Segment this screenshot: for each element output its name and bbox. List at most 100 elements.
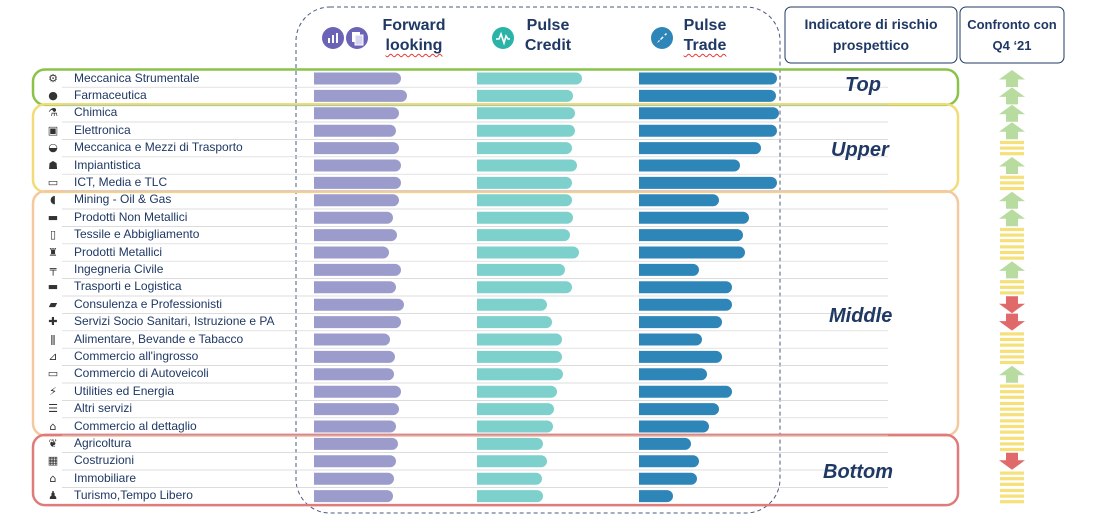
sector-label: Utilities ed Energia <box>74 383 175 398</box>
neutral-stripe <box>1000 442 1024 446</box>
bar-pulse-trade <box>639 176 777 189</box>
neutral-stripe <box>1000 500 1024 504</box>
chip-icon: ▣ <box>47 123 59 137</box>
bar-pulse-credit <box>477 472 542 485</box>
bar-pulse-trade <box>639 142 761 155</box>
bar-pulse-credit <box>477 124 575 137</box>
sector-label: Alimentare, Bevande e Tabacco <box>74 331 244 346</box>
bar-forward-looking <box>314 316 401 329</box>
group-label-middle: Middle <box>829 305 893 327</box>
arrow-up-icon <box>999 191 1025 209</box>
pulse-wave-icon <box>492 27 514 49</box>
bar-pulse-trade <box>639 281 732 294</box>
group-label-top: Top <box>845 74 881 96</box>
bar-forward-looking <box>314 368 395 381</box>
sector-label: Turismo,Tempo Libero <box>74 488 193 503</box>
building-icon: ▦ <box>47 454 59 468</box>
bar-pulse-trade <box>639 159 740 172</box>
sector-label: Prodotti Metallici <box>74 244 163 259</box>
bar-forward-looking <box>314 263 401 276</box>
sector-label: Chimica <box>74 105 118 120</box>
bar-pulse-trade <box>639 385 732 398</box>
neutral-stripe <box>1000 395 1024 399</box>
neutral-stripe <box>1000 233 1024 237</box>
trolley-icon: ⊿ <box>48 349 58 363</box>
sector-label: Elettronica <box>74 122 131 137</box>
bar-pulse-trade <box>639 246 745 259</box>
worker-icon: ☗ <box>48 158 58 172</box>
bar-pulse-credit <box>477 403 554 416</box>
sector-label: Ingegneria Civile <box>74 261 164 276</box>
sector-label: Meccanica e Mezzi di Trasporto <box>74 140 243 155</box>
sector-label: Meccanica Strumentale <box>74 70 200 85</box>
arrow-down-icon <box>999 313 1025 331</box>
neutral-stripe <box>1000 186 1024 191</box>
bar-pulse-credit <box>477 89 573 102</box>
bar-pulse-credit <box>477 333 562 346</box>
hospital-icon: ✚ <box>48 315 58 329</box>
neutral-stripe <box>1000 471 1024 475</box>
bar-pulse-credit <box>477 246 579 259</box>
sector-label: ICT, Media e TLC <box>74 174 168 189</box>
neutral-stripe <box>1000 355 1024 359</box>
bar-pulse-trade <box>639 333 702 346</box>
header-pulse-credit-line2: Credit <box>524 37 572 54</box>
arrow-up-icon <box>999 87 1025 105</box>
energy-icon: ⚡ <box>49 384 57 398</box>
neutral-stripe <box>1000 280 1024 284</box>
bar-pulse-credit <box>477 281 572 294</box>
neutral-stripe <box>1000 181 1024 185</box>
neutral-stripe <box>1000 477 1024 481</box>
sector-label: Prodotti Non Metallici <box>74 209 188 224</box>
bar-pulse-trade <box>639 211 749 224</box>
bar-forward-looking <box>314 142 399 155</box>
neutral-stripe <box>1000 349 1024 353</box>
bar-forward-looking <box>314 107 399 120</box>
sector-label: Commercio al dettaglio <box>74 418 197 433</box>
bar-forward-looking <box>314 333 390 346</box>
bar-pulse-credit <box>477 350 562 363</box>
neutral-stripe <box>1000 430 1024 434</box>
sector-label: Commercio all'ingrosso <box>74 348 199 363</box>
arrow-up-icon <box>999 209 1025 227</box>
bar-forward-looking <box>314 437 398 450</box>
documents-icon <box>346 27 368 49</box>
sector-label: Commercio di Autoveicoli <box>74 366 209 381</box>
bar-pulse-credit <box>477 142 572 155</box>
bar-pulse-trade <box>639 194 719 207</box>
arrow-up-icon <box>999 261 1025 279</box>
bar-pulse-trade <box>639 229 743 242</box>
sector-label: Costruzioni <box>74 453 135 468</box>
sector-label: Altri servizi <box>74 401 133 416</box>
bar-pulse-trade <box>639 472 697 485</box>
sector-label: Mining - Oil & Gas <box>74 192 172 207</box>
robot-arm-icon: ⚙ <box>48 71 58 85</box>
arrow-down-icon <box>999 296 1025 314</box>
shirt-icon: ▯ <box>49 228 57 242</box>
flask-icon: ⚗ <box>48 106 58 120</box>
bar-pulse-trade <box>639 298 732 311</box>
house-icon: ⌂ <box>49 471 57 485</box>
bar-pulse-trade <box>639 89 777 102</box>
bar-forward-looking <box>314 176 401 189</box>
neutral-stripe <box>1000 390 1024 394</box>
arrow-up-icon <box>999 104 1025 122</box>
bar-pulse-credit <box>477 229 570 242</box>
header-pulse-credit-line1: Pulse <box>526 17 570 34</box>
briefcase-icon: ▰ <box>48 297 58 311</box>
sector-label: Farmaceutica <box>74 87 147 102</box>
shop-icon: ⌂ <box>49 419 57 433</box>
rocket-icon <box>651 27 673 49</box>
header-forward-looking-line2: looking <box>385 37 443 54</box>
bar-forward-looking <box>314 472 395 485</box>
bar-pulse-trade <box>639 368 707 381</box>
bar-pulse-credit <box>477 107 575 120</box>
sector-label: Tessile e Abbigliamento <box>74 227 200 242</box>
bar-pulse-trade <box>639 420 709 433</box>
neutral-stripe <box>1000 424 1024 429</box>
arrow-up-icon <box>999 70 1025 87</box>
header-forward-looking: Forward looking <box>374 16 454 56</box>
neutral-stripe <box>1000 239 1024 243</box>
bar-pulse-trade <box>639 107 780 120</box>
group-label-upper: Upper <box>831 139 889 161</box>
